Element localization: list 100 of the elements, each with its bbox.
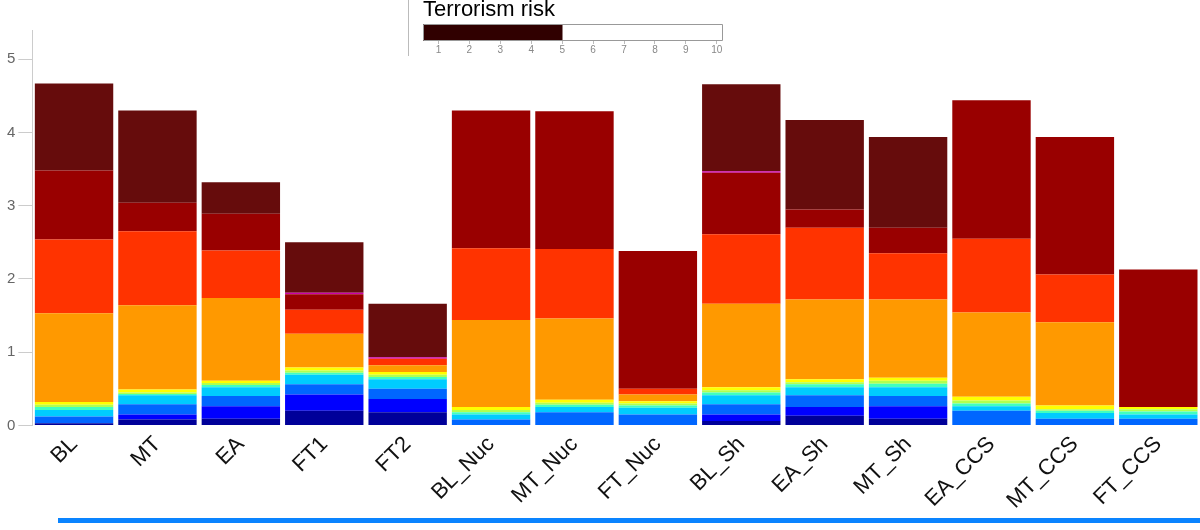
bar: [1035, 322, 1115, 406]
bar: [952, 238, 1031, 313]
bar: [368, 412, 447, 425]
x-tick-label: 3: [497, 43, 504, 55]
x-tick-label: 8: [652, 43, 659, 55]
bar: [535, 407, 614, 413]
bar: [702, 404, 781, 415]
bar: [34, 416, 114, 424]
bar: [785, 227, 864, 300]
x-tick-label: 5: [559, 43, 566, 55]
x-tick-label: MT: [125, 430, 166, 471]
bar: [785, 299, 864, 380]
x-tick-label: 6: [590, 43, 597, 55]
bar: [285, 294, 364, 310]
bar: [118, 419, 197, 425]
x-tick-label: 7: [621, 43, 628, 55]
bar: [34, 410, 114, 417]
bar: [118, 414, 197, 420]
chart-title: Terrorism risk: [423, 0, 555, 22]
y-tick-label: 1: [7, 342, 16, 360]
bar: [868, 136, 948, 228]
bar: [868, 299, 948, 378]
x-tick-label: 2: [466, 43, 473, 55]
bar: [201, 387, 281, 397]
bar: [952, 100, 1031, 239]
bar: [368, 303, 447, 358]
bar: [201, 182, 281, 214]
bar: [118, 404, 197, 415]
bar: [118, 202, 197, 232]
bar: [285, 242, 364, 293]
bar: [34, 170, 114, 240]
y-tick-label: 0: [7, 415, 16, 433]
bar: [201, 396, 281, 407]
x-tick-label: FT1: [286, 430, 333, 477]
bar: [285, 394, 364, 411]
bar: [201, 406, 281, 419]
bar: [785, 209, 864, 228]
bar: [868, 406, 948, 419]
bar: [702, 303, 781, 388]
bar: [618, 407, 698, 415]
bar: [451, 419, 531, 425]
x-tick-label: 10: [711, 43, 723, 55]
bar: [451, 319, 531, 408]
bar: [952, 410, 1031, 425]
bar: [785, 407, 864, 416]
bar: [368, 358, 447, 366]
bar: [368, 388, 447, 400]
bar: [285, 384, 364, 395]
x-tick-label: 9: [683, 43, 690, 55]
bar: [1119, 414, 1198, 419]
bar: [702, 395, 781, 405]
bar: [285, 309, 364, 334]
bar: [118, 305, 197, 390]
bar: [618, 414, 698, 425]
y-tick-label: 4: [7, 122, 16, 140]
x-tick-label: EA: [210, 430, 249, 470]
bar: [535, 248, 614, 319]
x-tick-label: FT2: [370, 430, 416, 477]
bar: [118, 395, 197, 405]
bar: [702, 84, 781, 172]
bar: [201, 250, 281, 298]
bar: [535, 318, 614, 400]
bar: [285, 333, 364, 368]
bar: [201, 213, 281, 251]
y-tick-label: 3: [7, 195, 16, 213]
bar: [285, 410, 364, 425]
bar: [451, 110, 531, 249]
bar: [868, 387, 948, 397]
bar: [785, 387, 864, 396]
bar: [118, 110, 197, 203]
bar: [368, 379, 447, 389]
bar: [1035, 274, 1115, 323]
bar: [368, 399, 447, 413]
bar: [785, 415, 864, 425]
bar: [201, 418, 281, 425]
bar: [702, 420, 781, 425]
bar: [952, 406, 1031, 411]
bar: [535, 111, 614, 249]
bar: [702, 172, 781, 235]
x-tick-label: 1: [435, 43, 442, 55]
x-tick-label: BL: [45, 430, 82, 468]
bar: [1035, 136, 1115, 275]
y-tick-label: 2: [7, 269, 16, 287]
bar: [1035, 418, 1115, 425]
bar: [952, 312, 1031, 397]
bar: [34, 83, 114, 171]
bar: [451, 414, 531, 420]
bar: [285, 374, 364, 385]
bar: [34, 239, 114, 314]
bar: [1119, 418, 1198, 425]
bar: [451, 248, 531, 320]
bar: [868, 396, 948, 407]
x-tick-label: 4: [528, 43, 535, 55]
bar: [785, 120, 864, 210]
bar: [1035, 412, 1115, 419]
bar: [868, 227, 948, 254]
bar: [118, 231, 197, 306]
bar: [868, 253, 948, 300]
bar: [34, 313, 114, 402]
bar: [618, 388, 698, 395]
